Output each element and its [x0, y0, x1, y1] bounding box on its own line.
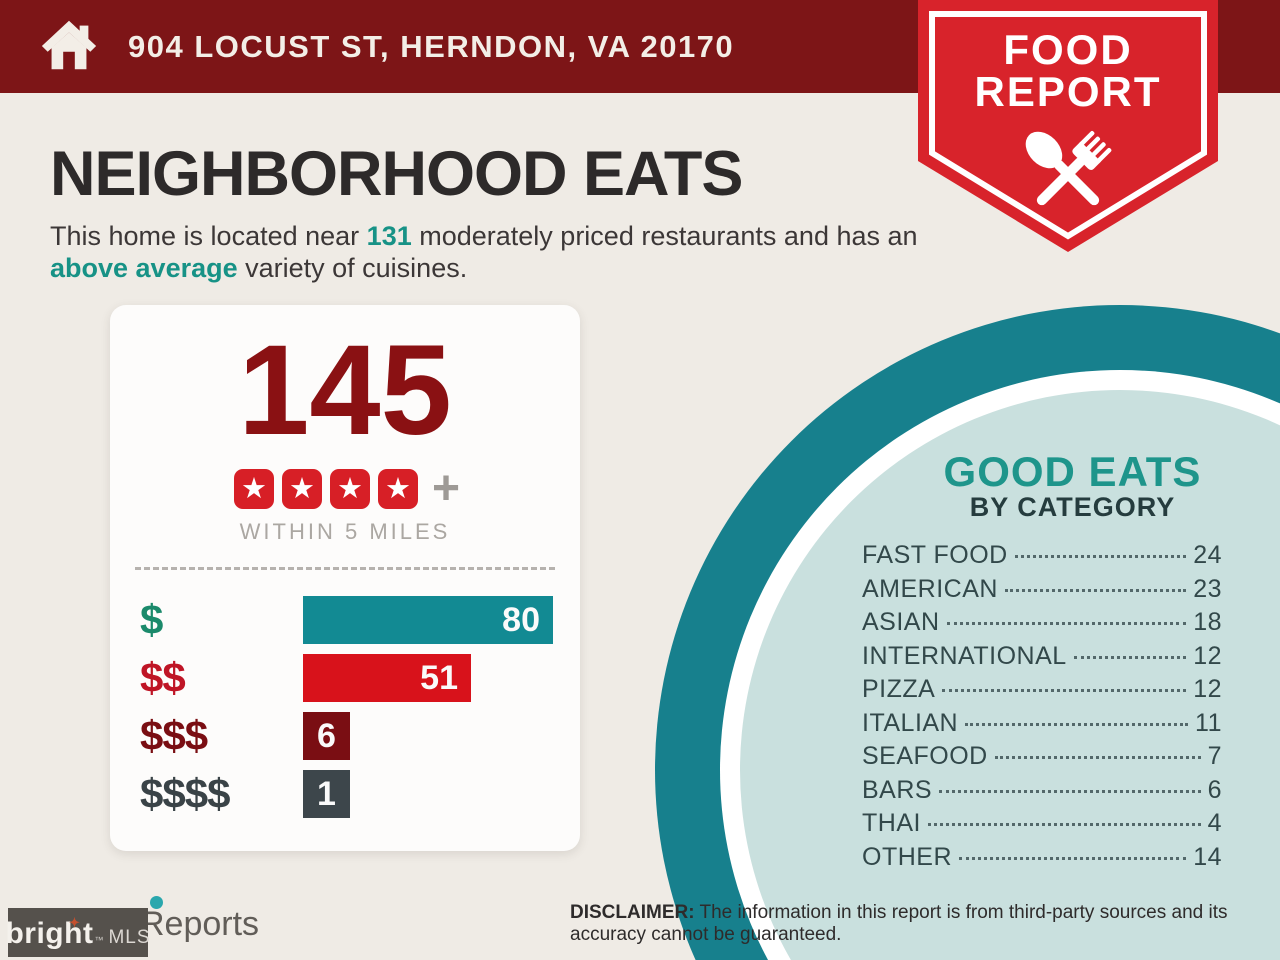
category-label: PIZZA [862, 675, 936, 703]
category-label: OTHER [862, 842, 952, 871]
bar-label: $$$ [140, 712, 208, 759]
category-value: 11 [1195, 708, 1222, 737]
dotted-leader [965, 722, 1189, 726]
category-row: ASIAN 18 [862, 608, 1222, 642]
mls-text: MLS [108, 927, 151, 948]
page-title: NEIGHBORHOOD EATS [50, 139, 743, 209]
category-row: SEAFOOD 7 [862, 742, 1222, 776]
category-row: OTHER 14 [862, 843, 1222, 877]
variety-highlight: above average [50, 253, 238, 284]
category-row: ITALIAN 11 [862, 709, 1222, 743]
category-value: 4 [1207, 809, 1222, 837]
category-value: 6 [1207, 775, 1222, 804]
restaurant-total-count: 145 [238, 319, 452, 462]
dotted-leader [1004, 588, 1187, 592]
star-icon: ★ [377, 469, 418, 509]
ribbon-shape [918, 0, 1218, 252]
category-value: 24 [1193, 541, 1222, 569]
price-tier-bar-chart: $ 80 $$ 51 $$$ 6 $$$$ 1 [110, 596, 580, 818]
dotted-leader [942, 689, 1187, 692]
bar-value: 80 [303, 596, 553, 644]
category-row: INTERNATIONAL 12 [862, 642, 1222, 676]
bright-text: bright [5, 917, 94, 950]
category-row: FAST FOOD 24 [862, 541, 1222, 575]
bar-label: $ [140, 596, 163, 643]
category-label: THAI [862, 809, 921, 837]
star-rating: ★ ★ ★ ★ + [110, 462, 580, 515]
bright-mls-logo: bright ✦ ™ MLS [5, 908, 151, 957]
category-label: ITALIAN [862, 708, 959, 737]
category-row: AMERICAN 23 [862, 575, 1222, 609]
category-value: 23 [1193, 574, 1222, 603]
dotted-leader [994, 756, 1201, 759]
dotted-leader [1073, 655, 1187, 659]
reports-wordmark: Reports [140, 905, 260, 943]
bar-label: $$$$ [140, 770, 230, 817]
plus-icon: + [431, 462, 461, 515]
bar-row-price-2: $$ 51 [140, 654, 580, 702]
category-label: BARS [862, 775, 933, 804]
category-label: SEAFOOD [862, 742, 988, 770]
bar-label: $$ [140, 654, 186, 701]
dotted-leader [927, 823, 1201, 826]
star-icon: ★ [281, 469, 322, 509]
disclaimer-text: DISCLAIMER: The information in this repo… [570, 902, 1235, 947]
radius-label: WITHIN 5 MILES [239, 519, 451, 544]
intro-segment: moderately priced restaurants and has an [411, 221, 918, 251]
category-value: 12 [1193, 675, 1222, 703]
good-eats-category-list: FAST FOOD 24 AMERICAN 23 ASIAN 18 INTERNATI… [862, 541, 1222, 876]
category-value: 14 [1193, 842, 1222, 871]
dotted-leader [1014, 555, 1187, 558]
trademark-symbol: ™ [94, 935, 104, 945]
good-eats-title: GOOD EATS [943, 448, 1202, 495]
category-label: AMERICAN [862, 574, 998, 603]
category-label: INTERNATIONAL [862, 641, 1067, 670]
ribbon-title-line2: REPORT [974, 68, 1162, 115]
category-label: FAST FOOD [862, 541, 1008, 569]
category-label: ASIAN [862, 608, 940, 636]
bar-row-price-3: $$$ 6 [140, 712, 580, 760]
bar-value: 1 [303, 770, 350, 818]
home-icon [38, 13, 100, 80]
disclaimer-body: The information in this report is from t… [570, 902, 1228, 946]
property-address: 904 LOCUST ST, HERNDON, VA 20170 [128, 28, 735, 64]
intro-paragraph: This home is located near 131 moderately… [50, 220, 930, 285]
disclaimer-label: DISCLAIMER: [570, 902, 695, 923]
star-icon: ★ [233, 469, 274, 509]
category-value: 12 [1193, 641, 1222, 670]
food-report-ribbon: FOOD REPORT [918, 0, 1218, 256]
intro-segment: variety of cuisines. [237, 253, 468, 284]
star-tittle-icon: ✦ [69, 915, 81, 930]
intro-segment: This home is located near [50, 221, 367, 251]
bar-value: 6 [303, 712, 350, 760]
category-value: 18 [1193, 608, 1222, 636]
star-icon: ★ [329, 469, 370, 509]
category-row: BARS 6 [862, 776, 1222, 810]
ribbon-title-line1: FOOD [1003, 26, 1133, 73]
bar-value: 51 [303, 654, 471, 702]
dotted-leader [959, 856, 1187, 860]
good-eats-subtitle: BY CATEGORY [969, 492, 1176, 522]
reports-logo-pin-dot [150, 896, 163, 909]
dotted-leader [946, 622, 1187, 625]
bright-wordmark: bright ✦ [5, 915, 94, 951]
bar-row-price-1: $ 80 [140, 596, 580, 644]
restaurant-count-highlight: 131 [366, 221, 412, 251]
category-row: PIZZA 12 [862, 675, 1222, 709]
category-value: 7 [1207, 742, 1222, 770]
dotted-leader [939, 789, 1201, 793]
dashed-divider [135, 567, 555, 570]
bar-row-price-4: $$$$ 1 [140, 770, 580, 818]
restaurant-summary-card: 145 ★ ★ ★ ★ + WITHIN 5 MILES $ 80 $$ 51 … [110, 305, 580, 851]
crossed-spoon-fork-icon [1008, 118, 1128, 235]
category-row: THAI 4 [862, 809, 1222, 843]
